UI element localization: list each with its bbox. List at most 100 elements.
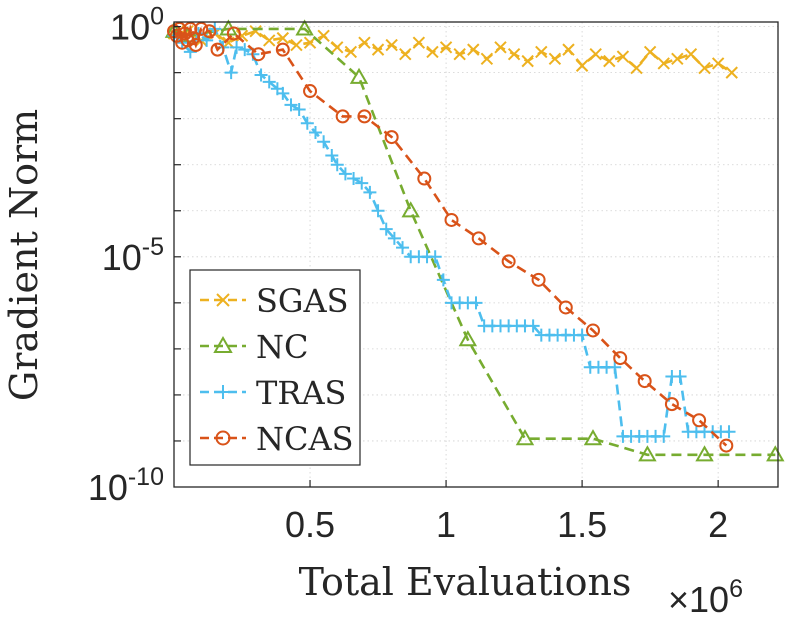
data-point-circle-marker: [188, 38, 203, 53]
data-point-x-marker: [453, 48, 466, 61]
data-point-plus-marker: [371, 204, 385, 218]
data-point-circle-marker: [303, 84, 318, 99]
data-point-x-marker: [657, 57, 670, 70]
data-point-plus-marker: [238, 43, 252, 57]
data-point-triangle-marker: [695, 445, 714, 462]
data-point-x-marker: [698, 61, 711, 75]
data-point-triangle-marker: [583, 429, 603, 446]
data-point-circle-marker: [384, 130, 399, 145]
data-point-x-marker: [711, 57, 725, 70]
legend: SGAS NC TRAS NCAS: [189, 269, 361, 466]
data-point-plus-marker: [657, 429, 671, 443]
data-point-plus-marker: [224, 66, 238, 80]
data-point-x-marker: [426, 45, 439, 59]
data-point-plus-marker: [230, 40, 244, 54]
data-point-x-marker: [317, 29, 330, 43]
data-point-plus-marker: [428, 250, 442, 264]
series-line-ncas: [172, 23, 728, 447]
data-point-plus-marker: [308, 125, 322, 139]
data-point-plus-marker: [276, 86, 290, 100]
data-point-circle-marker: [444, 212, 459, 227]
data-point-plus-marker: [254, 68, 268, 82]
data-point-x-marker: [548, 52, 562, 66]
data-point-circle-marker: [215, 430, 231, 446]
data-point-circle-marker: [417, 171, 432, 186]
data-point-x-marker: [603, 54, 616, 68]
data-point-circle-marker: [186, 31, 201, 46]
data-point-plus-marker: [292, 102, 306, 116]
data-point-plus-marker: [363, 185, 377, 199]
data-point-circle-marker: [558, 300, 573, 315]
series-layer: [164, 19, 785, 462]
data-point-x-marker: [331, 41, 344, 54]
data-point-triangle-marker: [295, 19, 314, 36]
data-point-circle-marker: [251, 47, 266, 62]
data-point-x-marker: [467, 43, 480, 56]
data-point-circle-marker: [357, 109, 372, 124]
series-tras: [167, 22, 736, 443]
plot-area: [164, 19, 785, 462]
data-point-plus-marker: [526, 319, 540, 333]
data-point-circle-marker: [202, 24, 217, 39]
data-point-plus-marker: [317, 135, 331, 149]
data-point-circle-marker: [210, 42, 225, 57]
data-point-triangle-marker: [766, 445, 785, 462]
data-point-x-marker: [480, 52, 494, 66]
data-point-circle-marker: [275, 42, 290, 57]
data-point-x-marker: [684, 48, 698, 61]
data-point-triangle-marker: [458, 330, 478, 347]
data-point-x-marker: [249, 25, 262, 38]
data-point-plus-marker: [355, 176, 369, 190]
data-point-plus-marker: [608, 360, 622, 374]
data-point-circle-marker: [531, 272, 546, 287]
data-point-circle-marker: [471, 231, 486, 246]
data-point-plus-marker: [379, 222, 393, 236]
data-point-circle-marker: [501, 254, 516, 269]
data-point-triangle-marker: [213, 335, 233, 353]
data-point-x-marker: [412, 36, 426, 49]
data-point-plus-marker: [300, 116, 314, 130]
legend-label: TRAS: [256, 374, 346, 412]
data-point-x-marker: [562, 43, 575, 56]
data-point-plus-marker: [262, 75, 276, 89]
data-point-plus-marker: [575, 328, 589, 342]
data-point-plus-marker: [325, 149, 339, 163]
x-tick-label: 2: [708, 504, 728, 545]
y-axis-label: Gradient Norm: [2, 109, 46, 401]
data-point-circle-marker: [194, 21, 209, 36]
data-point-x-marker: [535, 45, 548, 59]
data-point-triangle-marker: [638, 445, 657, 462]
x-axis-label: Total Evaluations: [299, 560, 632, 604]
labels-layer: 0.5 1 1.5 2 100 10-5 10-10 Total Evaluations ×10…: [2, 3, 743, 619]
data-point-x-marker: [371, 43, 385, 56]
data-point-x-marker: [216, 293, 230, 307]
data-point-plus-marker: [673, 370, 687, 384]
data-point-plus-marker: [387, 231, 401, 245]
data-point-x-marker: [507, 48, 521, 61]
data-point-plus-marker: [284, 98, 298, 112]
y-tick-label: 100: [110, 3, 164, 48]
data-point-circle-marker: [719, 438, 734, 453]
data-point-x-marker: [521, 54, 534, 68]
data-point-x-marker: [358, 36, 371, 49]
x-axis-multiplier: ×106: [668, 575, 743, 619]
data-point-plus-marker: [338, 167, 352, 181]
data-point-triangle-marker: [515, 429, 535, 446]
data-point-plus-marker: [216, 385, 230, 399]
data-point-plus-marker: [722, 425, 736, 439]
data-point-circle-marker: [183, 21, 198, 36]
data-point-circle-marker: [692, 413, 707, 428]
data-point-plus-marker: [347, 172, 361, 186]
data-point-plus-marker: [436, 273, 450, 287]
data-point-x-marker: [575, 59, 589, 72]
data-point-x-marker: [235, 29, 249, 43]
data-point-circle-marker: [664, 397, 679, 412]
x-tick-label: 0.5: [285, 504, 335, 545]
data-point-x-marker: [303, 36, 317, 49]
data-point-x-marker: [671, 52, 684, 66]
series-line-nc: [173, 27, 776, 457]
legend-item-tras: TRAS: [200, 374, 346, 412]
data-point-x-marker: [439, 41, 453, 54]
